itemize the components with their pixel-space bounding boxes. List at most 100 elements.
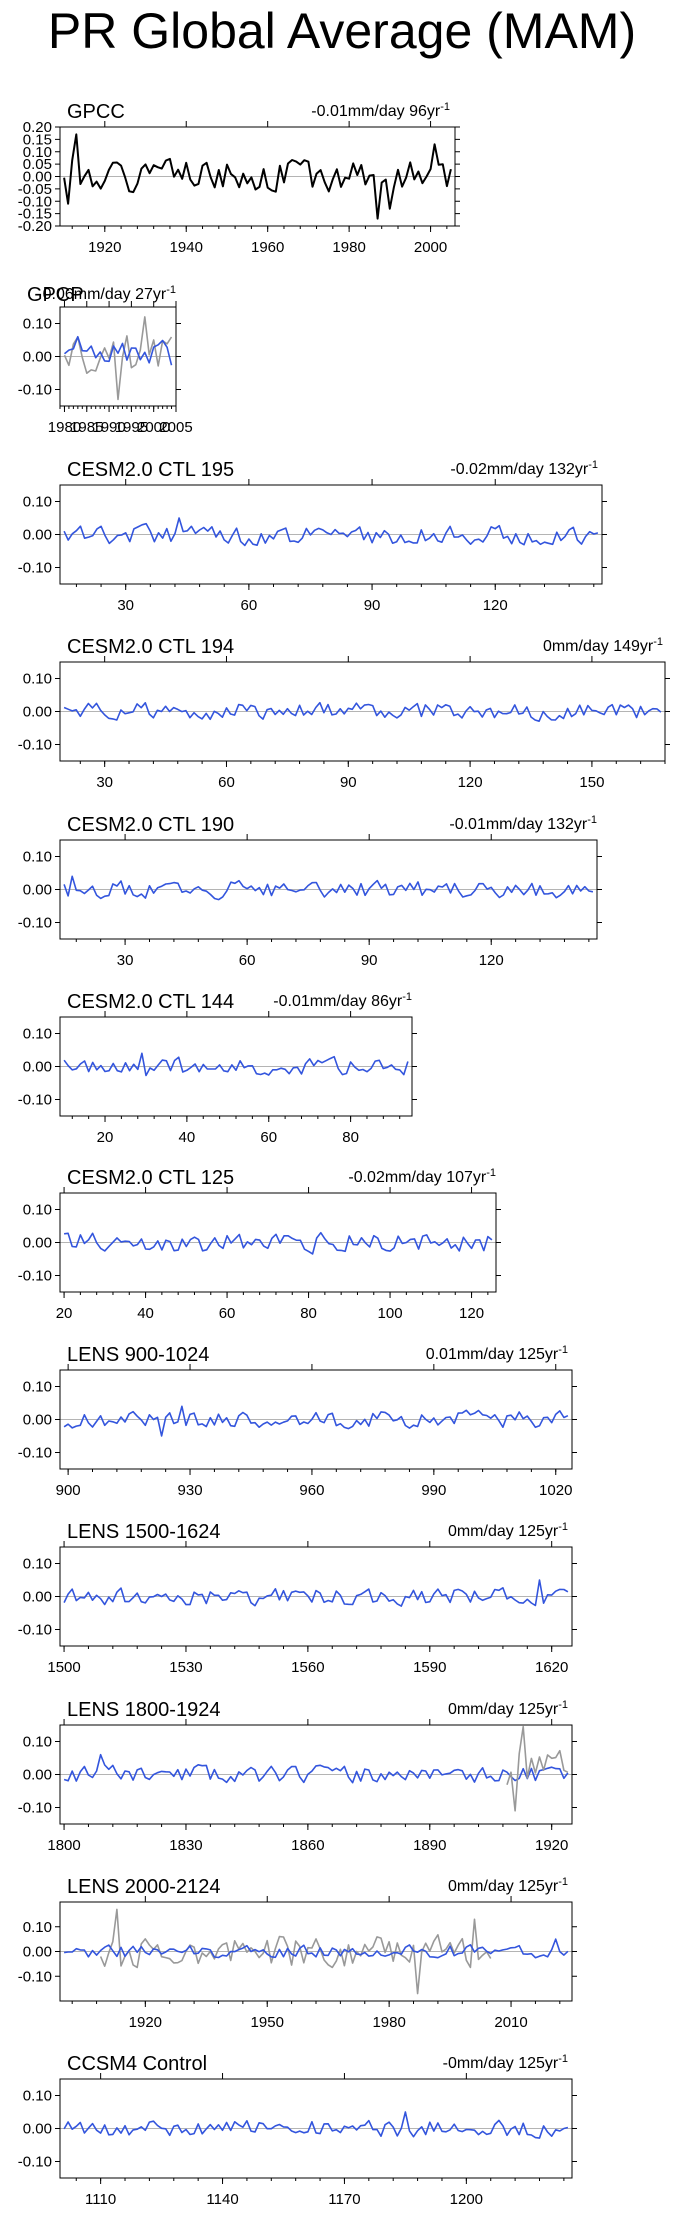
panel-title: CCSM4 Control <box>67 2053 207 2075</box>
panel-5: 0.10 0.00 -0.10 30 60 90 120 CESM2.0 CTL 190 -0.… <box>18 814 602 969</box>
panel-title: LENS 1800-1924 <box>67 1699 220 1721</box>
y-tick-label: 0.10 <box>23 144 52 161</box>
y-tick-label: 0.20 <box>23 119 52 136</box>
x-tick-label: 1200 <box>450 2191 483 2208</box>
panel-trend-sup: -1 <box>486 1167 496 1179</box>
series-line-gpcc <box>99 1908 492 1995</box>
panel-trend-sup: -1 <box>402 991 412 1003</box>
panel-3: 0.10 0.00 -0.10 30 60 90 120 CESM2.0 CTL 195 -0.… <box>18 459 607 614</box>
y-tick-label: 0.10 <box>23 849 52 866</box>
x-tick-label: 1560 <box>291 1659 324 1676</box>
x-tick-label: 60 <box>260 1129 277 1146</box>
series-line-ctl-195 <box>63 517 599 547</box>
series-line-gpcp <box>63 335 173 366</box>
series-line-ctl-190 <box>63 875 594 901</box>
panel-trend-sup: -1 <box>588 459 598 471</box>
panel-title: CESM2.0 CTL 195 <box>67 459 234 481</box>
x-tick-label: 1950 <box>251 2014 284 2031</box>
panel-title: LENS 1500-1624 <box>67 1521 220 1543</box>
y-tick-label: 0.00 <box>23 527 52 544</box>
panel-title: CESM2.0 CTL 125 <box>67 1167 234 1189</box>
panel-trend-text: -0.02mm/day 132yr <box>450 461 589 478</box>
y-tick-label: -0.15 <box>18 206 52 223</box>
series-line-ctl-194 <box>63 701 662 723</box>
y-tick-label: 0.00 <box>23 169 52 186</box>
x-tick-label: 1020 <box>539 1482 572 1499</box>
series-line-ctl-144 <box>63 1052 409 1077</box>
panel-trend-sup: -1 <box>653 636 663 648</box>
panel-trend: -0mm/day 125yr-1 <box>443 2053 568 2072</box>
y-tick-label: -0.10 <box>18 1800 52 1817</box>
panel-trend-text: 0.06mm/day 27yr <box>43 286 167 303</box>
x-tick-label: 1110 <box>85 2191 116 2208</box>
series-line-lens-900 <box>63 1405 569 1437</box>
panel-trend-text: 0mm/day 125yr <box>448 1878 559 1895</box>
x-tick-label: 2000 <box>414 239 447 256</box>
x-tick-label: 40 <box>137 1305 154 1322</box>
x-tick-label: 90 <box>340 774 357 791</box>
panel-trend: -0.02mm/day 132yr-1 <box>450 459 598 478</box>
y-tick-label: 0.10 <box>23 1734 52 1751</box>
y-tick-label: 0.10 <box>23 1919 52 1936</box>
y-tick-label: -0.05 <box>18 181 52 198</box>
y-tick-label: -0.10 <box>18 193 52 210</box>
x-tick-label: 1980 <box>48 419 81 436</box>
y-tick-label: 0.00 <box>23 1944 52 1961</box>
x-tick-label: 80 <box>300 1305 317 1322</box>
panel-trend-text: 0mm/day 125yr <box>448 1701 559 1718</box>
series-line-ccsm4 <box>63 2111 569 2139</box>
panel-10: 0.10 0.00 -0.10 1800 1830 1860 1890 1920 LENS 18… <box>18 1699 577 1854</box>
panel-trend-text: -0.01mm/day 86yr <box>273 993 403 1010</box>
x-tick-label: 150 <box>579 774 604 791</box>
x-tick-label: 1960 <box>251 239 284 256</box>
panel-trend: -0.01mm/day 96yr-1 <box>311 101 450 120</box>
panel-trend: -0.01mm/day 132yr-1 <box>449 814 597 833</box>
panel-trend-text: -0mm/day 125yr <box>443 2055 559 2072</box>
x-tick-label: 60 <box>218 774 235 791</box>
x-tick-label: 30 <box>117 597 134 614</box>
x-tick-label: 30 <box>117 952 134 969</box>
y-tick-label: -0.10 <box>18 1092 52 1109</box>
x-tick-label: 1940 <box>170 239 203 256</box>
panel-trend: 0mm/day 125yr-1 <box>448 1699 568 1718</box>
panel-trend: -0.01mm/day 86yr-1 <box>273 991 412 1010</box>
panel-trend-sup: -1 <box>558 2053 568 2065</box>
y-tick-label: 0.00 <box>23 882 52 899</box>
y-tick-label: -0.10 <box>18 1445 52 1462</box>
panels: 0.200.150.100.050.00-0.05-0.10-0.15-0.20… <box>18 101 670 2208</box>
panel-trend-text: 0mm/day 125yr <box>448 1523 559 1540</box>
panel-title: GPCP <box>27 284 84 306</box>
x-tick-label: 1980 <box>372 2014 405 2031</box>
y-tick-label: 0.10 <box>23 2088 52 2105</box>
series-line-gpcc <box>63 316 173 401</box>
y-tick-label: 0.05 <box>23 156 52 173</box>
series-line-lens-1800 <box>63 1753 569 1784</box>
panel-trend-text: 0mm/day 149yr <box>543 638 654 655</box>
series-line-gpcc <box>63 133 452 220</box>
figure-title: PR Global Average (MAM) <box>48 3 636 59</box>
x-tick-label: 1980 <box>332 239 365 256</box>
y-tick-label: 0.00 <box>23 2121 52 2138</box>
panel-title: LENS 2000-2124 <box>67 1876 220 1898</box>
panel-title: CESM2.0 CTL 190 <box>67 814 234 836</box>
x-tick-label: 20 <box>56 1305 73 1322</box>
x-tick-label: 1990 <box>92 419 125 436</box>
panel-6: 0.10 0.00 -0.10 20 40 60 80 CESM2.0 CTL 144 -0.0… <box>18 991 417 1146</box>
panel-title: CESM2.0 CTL 144 <box>67 991 234 1013</box>
x-tick-label: 20 <box>97 1129 114 1146</box>
panel-trend-sup: -1 <box>558 1344 568 1356</box>
x-tick-label: 2010 <box>494 2014 527 2031</box>
panel-8: 0.10 0.00 -0.10 900 930 960 990 1020 LENS 900-10… <box>18 1344 577 1499</box>
x-tick-label: 30 <box>96 774 113 791</box>
x-tick-label: 1985 <box>70 419 103 436</box>
y-tick-label: -0.10 <box>18 2154 52 2171</box>
y-tick-label: 0.10 <box>23 1202 52 1219</box>
panel-title: GPCC <box>67 101 125 123</box>
x-tick-label: 1920 <box>129 2014 162 2031</box>
panel-12: 0.10 0.00 -0.10 1110 1140 1170 1200 CCSM4 Contr… <box>18 2053 577 2208</box>
panel-trend: 0mm/day 149yr-1 <box>543 636 663 655</box>
x-tick-label: 1920 <box>535 1837 568 1854</box>
y-tick-label: -0.10 <box>18 915 52 932</box>
panel-trend-sup: -1 <box>440 101 450 113</box>
